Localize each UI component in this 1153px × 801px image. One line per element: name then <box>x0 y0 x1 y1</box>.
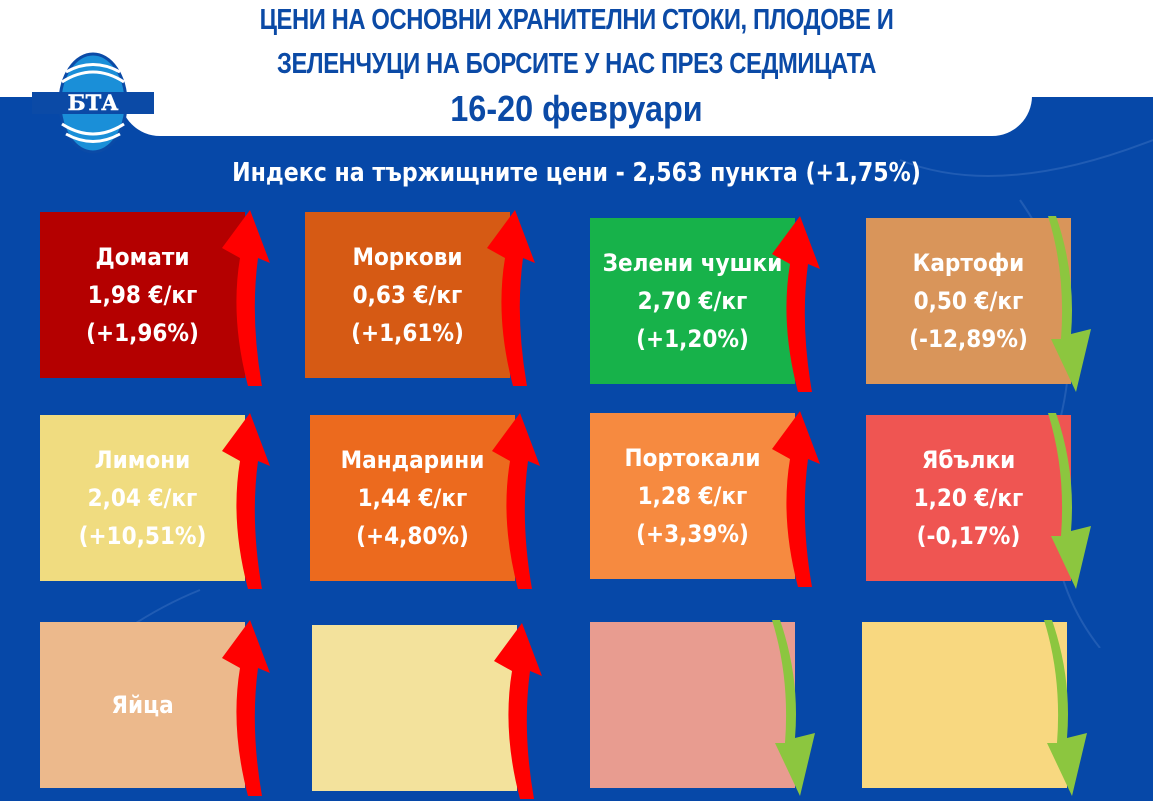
arrow-up-icon <box>222 210 270 386</box>
product-name: Яйца <box>111 691 174 719</box>
product-price: 2,70 €/кг <box>637 287 748 315</box>
product-change: (+10,51%) <box>78 522 207 550</box>
product-name: Зелени чушки <box>602 249 783 277</box>
product-card <box>312 625 517 791</box>
product-name: Лимони <box>94 446 191 474</box>
arrow-up-icon <box>222 620 270 796</box>
product-name: Моркови <box>352 243 463 271</box>
product-change: (-0,17%) <box>916 522 1021 550</box>
arrow-up-icon <box>772 216 820 392</box>
product-card: Портокали 1,28 €/кг (+3,39%) <box>590 413 795 579</box>
arrow-down-icon <box>1048 216 1091 392</box>
product-card: Домати 1,98 €/кг (+1,96%) <box>40 212 245 378</box>
product-card: Яйца <box>40 622 245 788</box>
product-name: Домати <box>95 243 190 271</box>
arrow-up-icon <box>772 411 820 587</box>
title-line-2: ЗЕЛЕНЧУЦИ НА БОРСИТЕ У НАС ПРЕЗ СЕДМИЦАТ… <box>276 48 876 80</box>
product-price: 1,28 €/кг <box>637 482 748 510</box>
bta-logo: БТА <box>32 52 154 154</box>
product-price: 0,50 €/кг <box>913 287 1024 315</box>
product-card: Ябълки 1,20 €/кг (-0,17%) <box>866 415 1071 581</box>
arrow-down-icon <box>772 620 815 796</box>
product-change: (+1,20%) <box>636 325 749 353</box>
product-card: Моркови 0,63 €/кг (+1,61%) <box>305 212 510 378</box>
product-card: Мандарини 1,44 €/кг (+4,80%) <box>310 415 515 581</box>
product-card: Картофи 0,50 €/кг (-12,89%) <box>866 218 1071 384</box>
product-change: (+1,61%) <box>351 319 464 347</box>
arrow-up-icon <box>492 413 540 589</box>
arrow-up-icon <box>487 210 535 386</box>
product-card: Зелени чушки 2,70 €/кг (+1,20%) <box>590 218 795 384</box>
header-tab <box>120 60 1032 136</box>
product-price: 1,20 €/кг <box>913 484 1024 512</box>
arrow-down-icon <box>1044 620 1087 796</box>
product-change: (+4,80%) <box>356 522 469 550</box>
product-name: Ябълки <box>921 446 1016 474</box>
product-price: 1,44 €/кг <box>357 484 468 512</box>
arrow-up-icon <box>222 413 270 589</box>
product-card: Лимони 2,04 €/кг (+10,51%) <box>40 415 245 581</box>
arrow-up-icon <box>494 623 542 799</box>
product-name: Мандарини <box>340 446 485 474</box>
product-price: 2,04 €/кг <box>87 484 198 512</box>
period: 16-20 февруари <box>450 88 703 129</box>
title-line-1: ЦЕНИ НА ОСНОВНИ ХРАНИТЕЛНИ СТОКИ, ПЛОДОВ… <box>259 4 894 36</box>
product-price: 0,63 €/кг <box>352 281 463 309</box>
product-price: 1,98 €/кг <box>87 281 198 309</box>
arrow-down-icon <box>1048 413 1091 589</box>
product-change: (-12,89%) <box>909 325 1028 353</box>
product-card <box>862 622 1067 788</box>
product-name: Портокали <box>624 444 761 472</box>
product-name: Картофи <box>912 249 1025 277</box>
market-price-index: Индекс на тържищните цени - 2,563 пункта… <box>232 158 921 188</box>
product-change: (+1,96%) <box>86 319 199 347</box>
svg-text:БТА: БТА <box>68 90 119 115</box>
product-card <box>590 622 795 788</box>
product-change: (+3,39%) <box>636 520 749 548</box>
